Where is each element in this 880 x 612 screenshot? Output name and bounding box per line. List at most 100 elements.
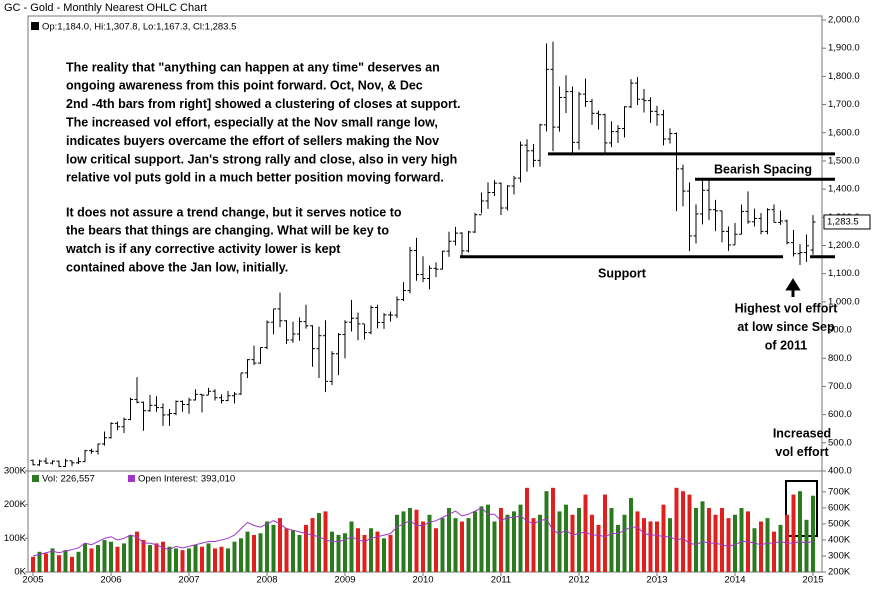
annotation-text: relative vol puts gold in a much better … xyxy=(66,171,444,185)
oi-tick-label: 700K xyxy=(828,486,851,497)
y-tick-label: 800.0 xyxy=(828,353,852,364)
volume-bar xyxy=(492,521,497,572)
annotation-text: indicates buyers overcame the effort of … xyxy=(66,134,439,148)
volume-bar xyxy=(265,521,269,572)
volume-bar xyxy=(778,524,783,572)
y-tick-label: 1,000.0 xyxy=(828,296,860,307)
volume-bar xyxy=(590,514,594,572)
annotation-text: The increased vol effort, especially at … xyxy=(66,115,438,129)
annotation-text: contained above the Jan low, initially. xyxy=(66,260,288,274)
annotation-label: of 2011 xyxy=(765,338,807,352)
y-tick-label: 1,500.0 xyxy=(828,155,860,166)
annotation-label: at low since Sep xyxy=(737,320,835,334)
volume-bar xyxy=(518,504,523,572)
x-tick-label: 2013 xyxy=(646,575,667,586)
volume-bar xyxy=(707,508,711,572)
volume-bar xyxy=(135,531,139,572)
volume-bar xyxy=(141,540,146,572)
y-tick-label: 1,800.0 xyxy=(828,71,860,82)
volume-bar xyxy=(388,534,393,572)
oi-tick-label: 200K xyxy=(828,567,851,578)
volume-bar xyxy=(453,518,458,572)
volume-bar xyxy=(115,546,120,572)
volume-bar xyxy=(219,546,224,572)
volume-bar xyxy=(668,518,672,572)
volume-bar xyxy=(577,508,581,572)
oi-legend-swatch xyxy=(128,475,135,482)
annotation-text: 2nd -4th bars from right] showed a clust… xyxy=(66,97,461,111)
volume-bar xyxy=(226,548,230,572)
oi-legend: Open Interest: 393,010 xyxy=(138,474,235,485)
y-tick-label: 600.0 xyxy=(828,409,852,420)
volume-bar xyxy=(200,546,204,572)
x-tick-label: 2008 xyxy=(256,575,277,586)
volume-bar xyxy=(642,518,646,572)
annotation-label: Bearish Spacing xyxy=(714,162,812,176)
volume-bar xyxy=(694,508,698,572)
volume-bar xyxy=(421,521,425,572)
volume-bar xyxy=(544,491,549,572)
volume-bar xyxy=(564,504,568,572)
x-tick-label: 2005 xyxy=(22,575,43,586)
oi-tick-label: 300K xyxy=(828,550,851,561)
annotation-label: Highest vol effort xyxy=(735,301,839,315)
volume-bar xyxy=(206,543,211,572)
volume-bar xyxy=(154,543,159,572)
volume-bar xyxy=(278,518,282,572)
x-tick-label: 2012 xyxy=(568,575,589,586)
volume-bar xyxy=(63,550,68,572)
volume-bar xyxy=(245,531,250,572)
volume-bar xyxy=(531,518,536,572)
volume-bar xyxy=(414,509,419,572)
volume-bar xyxy=(609,508,614,572)
annotation-text: ongoing awareness from this point forwar… xyxy=(66,79,423,93)
y-tick-label: 1,600.0 xyxy=(828,127,860,138)
y-tick-label: 1,400.0 xyxy=(828,184,860,195)
volume-bar xyxy=(447,508,451,572)
volume-bar xyxy=(37,551,42,572)
ohlc-legend: Op:1,184.0, Hi:1,307.8, Lo:1,167.3, Cl:1… xyxy=(42,22,236,33)
volume-bar xyxy=(44,553,48,572)
volume-bar xyxy=(759,521,763,572)
volume-bar xyxy=(83,543,87,572)
volume-bar xyxy=(50,548,55,572)
volume-bar xyxy=(512,511,516,572)
annotation-text: low critical support. Jan's strong rally… xyxy=(66,152,457,166)
volume-bar xyxy=(538,514,542,572)
volume-bar xyxy=(499,508,503,572)
volume-bar xyxy=(440,518,445,572)
volume-bar xyxy=(362,534,367,572)
volume-bar xyxy=(102,540,107,572)
volume-bar xyxy=(180,550,185,572)
volume-bar xyxy=(161,541,165,572)
annotation-text: It does not assure a trend change, but i… xyxy=(66,205,402,219)
volume-bar xyxy=(466,518,471,572)
x-tick-label: 2011 xyxy=(491,575,511,586)
volume-bar xyxy=(258,533,263,572)
volume-bar xyxy=(174,548,178,572)
volume-bar xyxy=(648,521,653,572)
volume-bar xyxy=(336,534,341,572)
volume-bar xyxy=(310,518,315,572)
volume-bar xyxy=(427,514,432,572)
x-tick-label: 2015 xyxy=(802,575,823,586)
y-tick-label: 1,200.0 xyxy=(828,240,860,251)
volume-bar xyxy=(460,521,464,572)
volume-bar xyxy=(681,491,685,572)
volume-bar xyxy=(232,541,237,572)
x-tick-label: 2014 xyxy=(724,575,745,586)
volume-bar xyxy=(167,546,172,572)
volume-bar xyxy=(752,528,757,572)
volume-bar xyxy=(798,491,802,572)
vol-tick-label: 300K xyxy=(4,466,27,477)
x-tick-label: 2010 xyxy=(412,575,433,586)
volume-bar xyxy=(570,514,575,572)
x-tick-label: 2009 xyxy=(334,575,355,586)
vol-legend-swatch xyxy=(32,475,39,482)
volume-bar xyxy=(343,533,347,572)
volume-bar xyxy=(603,494,607,572)
volume-bar xyxy=(661,504,666,572)
volume-bar xyxy=(700,501,705,572)
